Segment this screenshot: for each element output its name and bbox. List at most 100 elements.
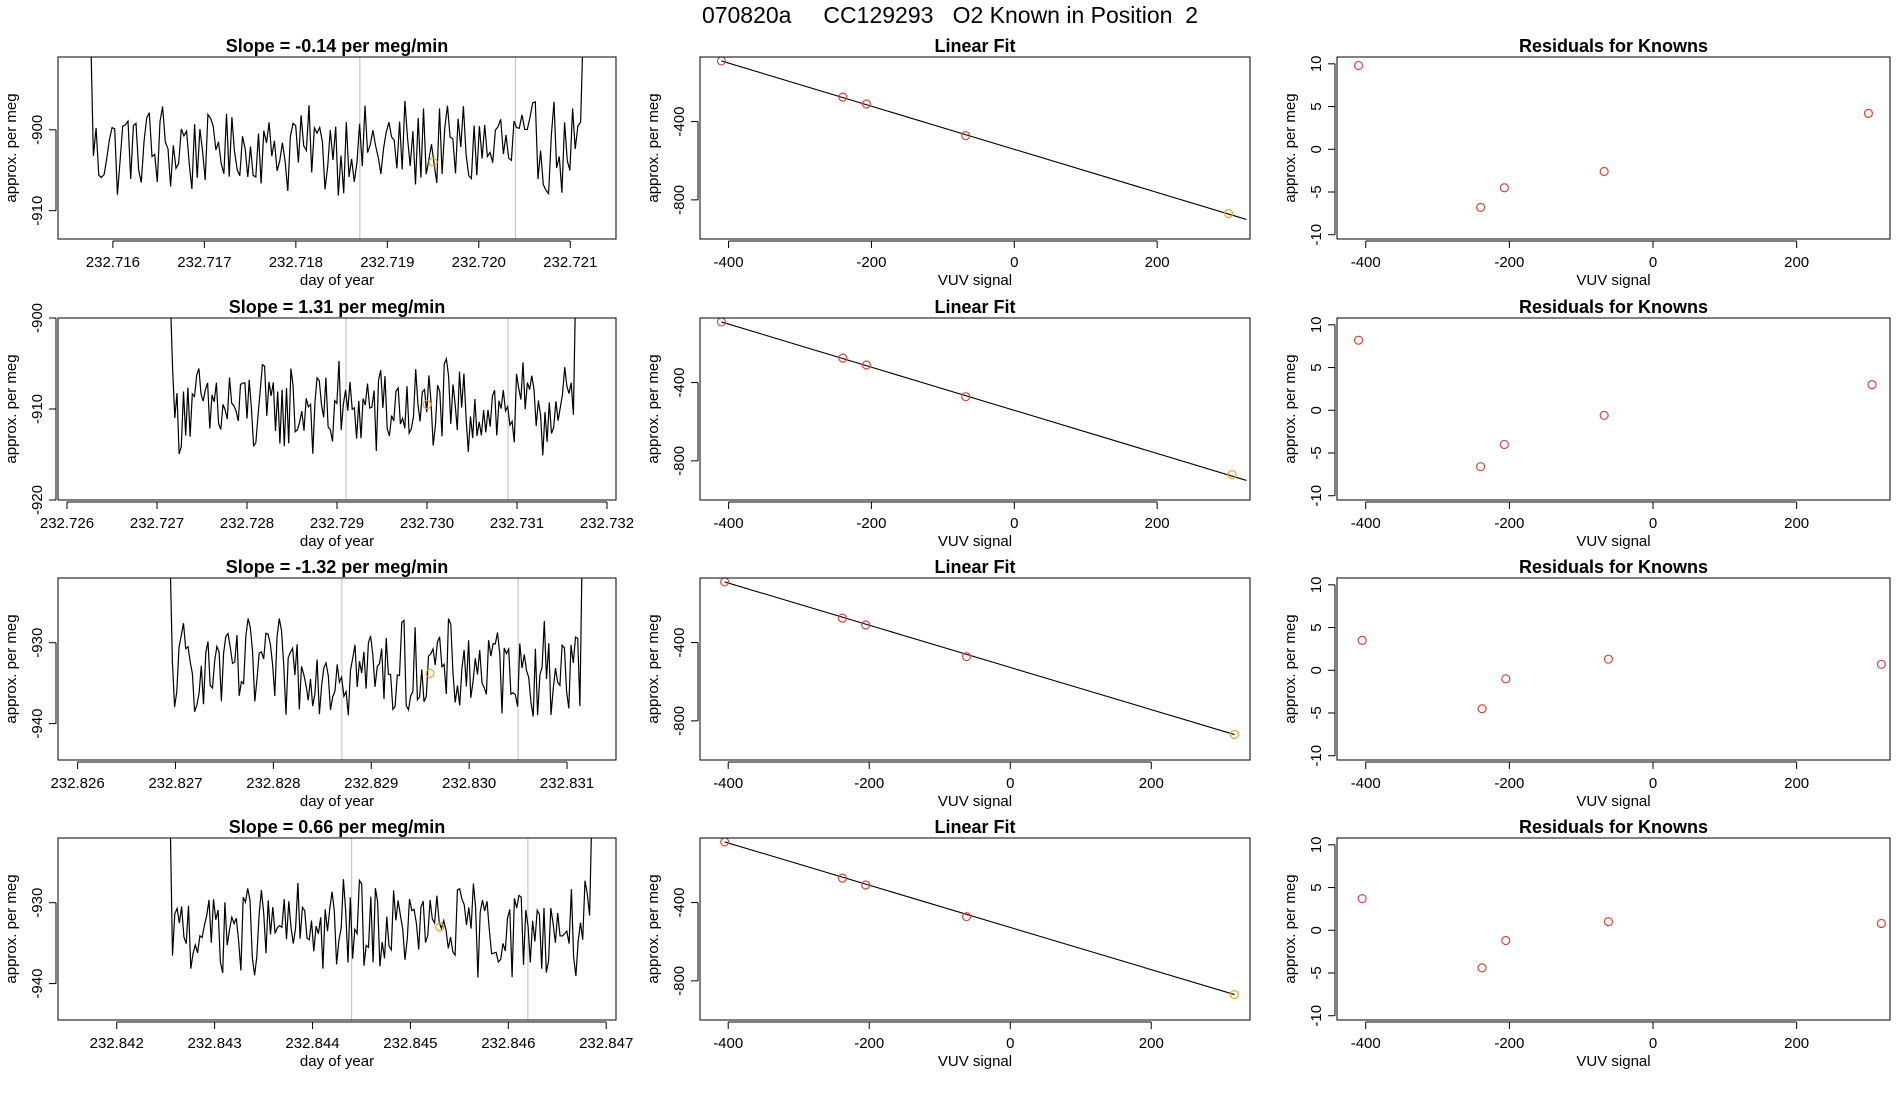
res-y-tick-label: -5 (1308, 966, 1325, 979)
time-y-tick-label: -900 (29, 115, 46, 145)
fit-known-point (838, 92, 848, 102)
time-y-tick-label: -930 (29, 628, 46, 658)
slope-title: Slope = -1.32 per meg/min (226, 557, 449, 577)
time-series-frame (57, 317, 617, 501)
fit-x-label: VUV signal (938, 272, 1012, 289)
fit-x-tick-label: -200 (856, 515, 886, 532)
time-x-tick-label: 232.729 (310, 515, 364, 532)
fit-sample-point (1227, 469, 1237, 480)
residual-frame (1336, 56, 1891, 240)
residual-point (1499, 183, 1509, 193)
fit-frame (699, 317, 1251, 501)
time-x-tick-label: 232.716 (86, 254, 140, 271)
fit-known-point (961, 652, 972, 662)
time-y-tick-label: -900 (29, 303, 46, 333)
fit-frame (699, 837, 1251, 1021)
time-x-tick-label: 232.732 (580, 515, 634, 532)
res-x-label: VUV signal (1576, 533, 1650, 550)
fit-known-point (837, 873, 848, 883)
page-title: 070820a CC129293 O2 Known in Position 2 (701, 2, 1199, 28)
res-x-tick-label: -200 (1494, 515, 1524, 532)
sample-point (425, 668, 435, 679)
fit-x-tick-label: -400 (714, 515, 744, 532)
time-x-tick-label: 232.721 (543, 254, 597, 271)
residual-point (1867, 380, 1877, 390)
time-x-tick-label: 232.719 (360, 254, 414, 271)
time-x-tick-label: 232.731 (490, 515, 544, 532)
fit-x-tick-label: -400 (713, 775, 743, 792)
time-x-tick-label: 232.726 (40, 515, 94, 532)
res-y-tick-label: 0 (1308, 666, 1325, 674)
res-x-tick-label: -400 (1351, 515, 1381, 532)
fit-known-point (861, 620, 871, 630)
time-x-label: day of year (300, 272, 374, 289)
fit-x-tick-label: 200 (1145, 254, 1170, 271)
res-y-label: approx. per meg (1282, 93, 1299, 202)
res-y-tick-label: -10 (1308, 745, 1325, 767)
series-line (169, 838, 592, 978)
time-y-tick-label: -920 (29, 485, 46, 515)
fit-y-tick-label: -400 (671, 368, 688, 398)
series-line (170, 318, 576, 456)
fit-frame (699, 56, 1251, 240)
time-x-tick-label: 232.830 (442, 775, 496, 792)
fit-title: Linear Fit (934, 817, 1015, 837)
fit-known-point (961, 392, 971, 402)
res-y-tick-label: 5 (1308, 363, 1325, 371)
time-x-tick-label: 232.720 (452, 254, 506, 271)
residual-point (1863, 108, 1874, 118)
residual-point (1357, 635, 1367, 645)
time-x-label: day of year (300, 1053, 374, 1070)
fit-y-tick-label: -800 (671, 966, 688, 996)
res-x-tick-label: -200 (1494, 1035, 1524, 1052)
res-y-tick-label: -10 (1308, 485, 1325, 507)
res-y-tick-label: 5 (1308, 623, 1325, 631)
fit-known-point (961, 912, 972, 922)
res-x-tick-label: -200 (1494, 775, 1524, 792)
fit-x-tick-label: -200 (854, 775, 884, 792)
fit-y-tick-label: -800 (671, 706, 688, 736)
residual-title: Residuals for Knowns (1519, 297, 1708, 317)
fit-x-tick-label: 0 (1010, 515, 1018, 532)
res-y-tick-label: 0 (1308, 926, 1325, 934)
time-x-label: day of year (300, 533, 374, 550)
slope-title: Slope = 0.66 per meg/min (229, 817, 446, 837)
time-x-tick-label: 232.826 (50, 775, 104, 792)
time-series-frame (57, 56, 617, 240)
time-x-tick-label: 232.843 (188, 1035, 242, 1052)
fit-sample-point (1229, 729, 1240, 740)
res-y-label: approx. per meg (1282, 354, 1299, 463)
res-y-tick-label: 10 (1308, 316, 1325, 333)
res-x-label: VUV signal (1576, 1053, 1650, 1070)
fit-y-label: approx. per meg (645, 874, 662, 983)
res-y-tick-label: 10 (1308, 576, 1325, 593)
fit-y-tick-label: -800 (671, 185, 688, 215)
residual-point (1603, 917, 1614, 927)
fit-sample-point (1229, 989, 1240, 1000)
slope-title: Slope = -0.14 per meg/min (226, 36, 449, 56)
fit-line (721, 321, 1247, 481)
time-y-label: approx. per meg (3, 614, 20, 723)
fit-title: Linear Fit (934, 36, 1015, 56)
fit-x-tick-label: 200 (1139, 1035, 1164, 1052)
series-line (90, 57, 584, 196)
res-y-tick-label: 5 (1308, 883, 1325, 891)
res-y-tick-label: -10 (1308, 224, 1325, 246)
time-y-tick-label: -930 (29, 888, 46, 918)
fit-frame (699, 577, 1251, 761)
res-x-label: VUV signal (1576, 272, 1650, 289)
res-x-label: VUV signal (1576, 793, 1650, 810)
residual-point (1353, 60, 1364, 71)
time-y-label: approx. per meg (3, 354, 20, 463)
fit-known-point (861, 99, 872, 109)
time-x-tick-label: 232.847 (579, 1035, 633, 1052)
residual-frame (1336, 577, 1891, 761)
time-x-tick-label: 232.718 (269, 254, 323, 271)
fit-x-tick-label: 200 (1139, 775, 1164, 792)
res-x-tick-label: 0 (1649, 1035, 1657, 1052)
fit-y-tick-label: -800 (671, 446, 688, 476)
time-x-label: day of year (300, 793, 374, 810)
time-y-tick-label: -910 (29, 196, 46, 226)
fit-y-label: approx. per meg (645, 93, 662, 202)
